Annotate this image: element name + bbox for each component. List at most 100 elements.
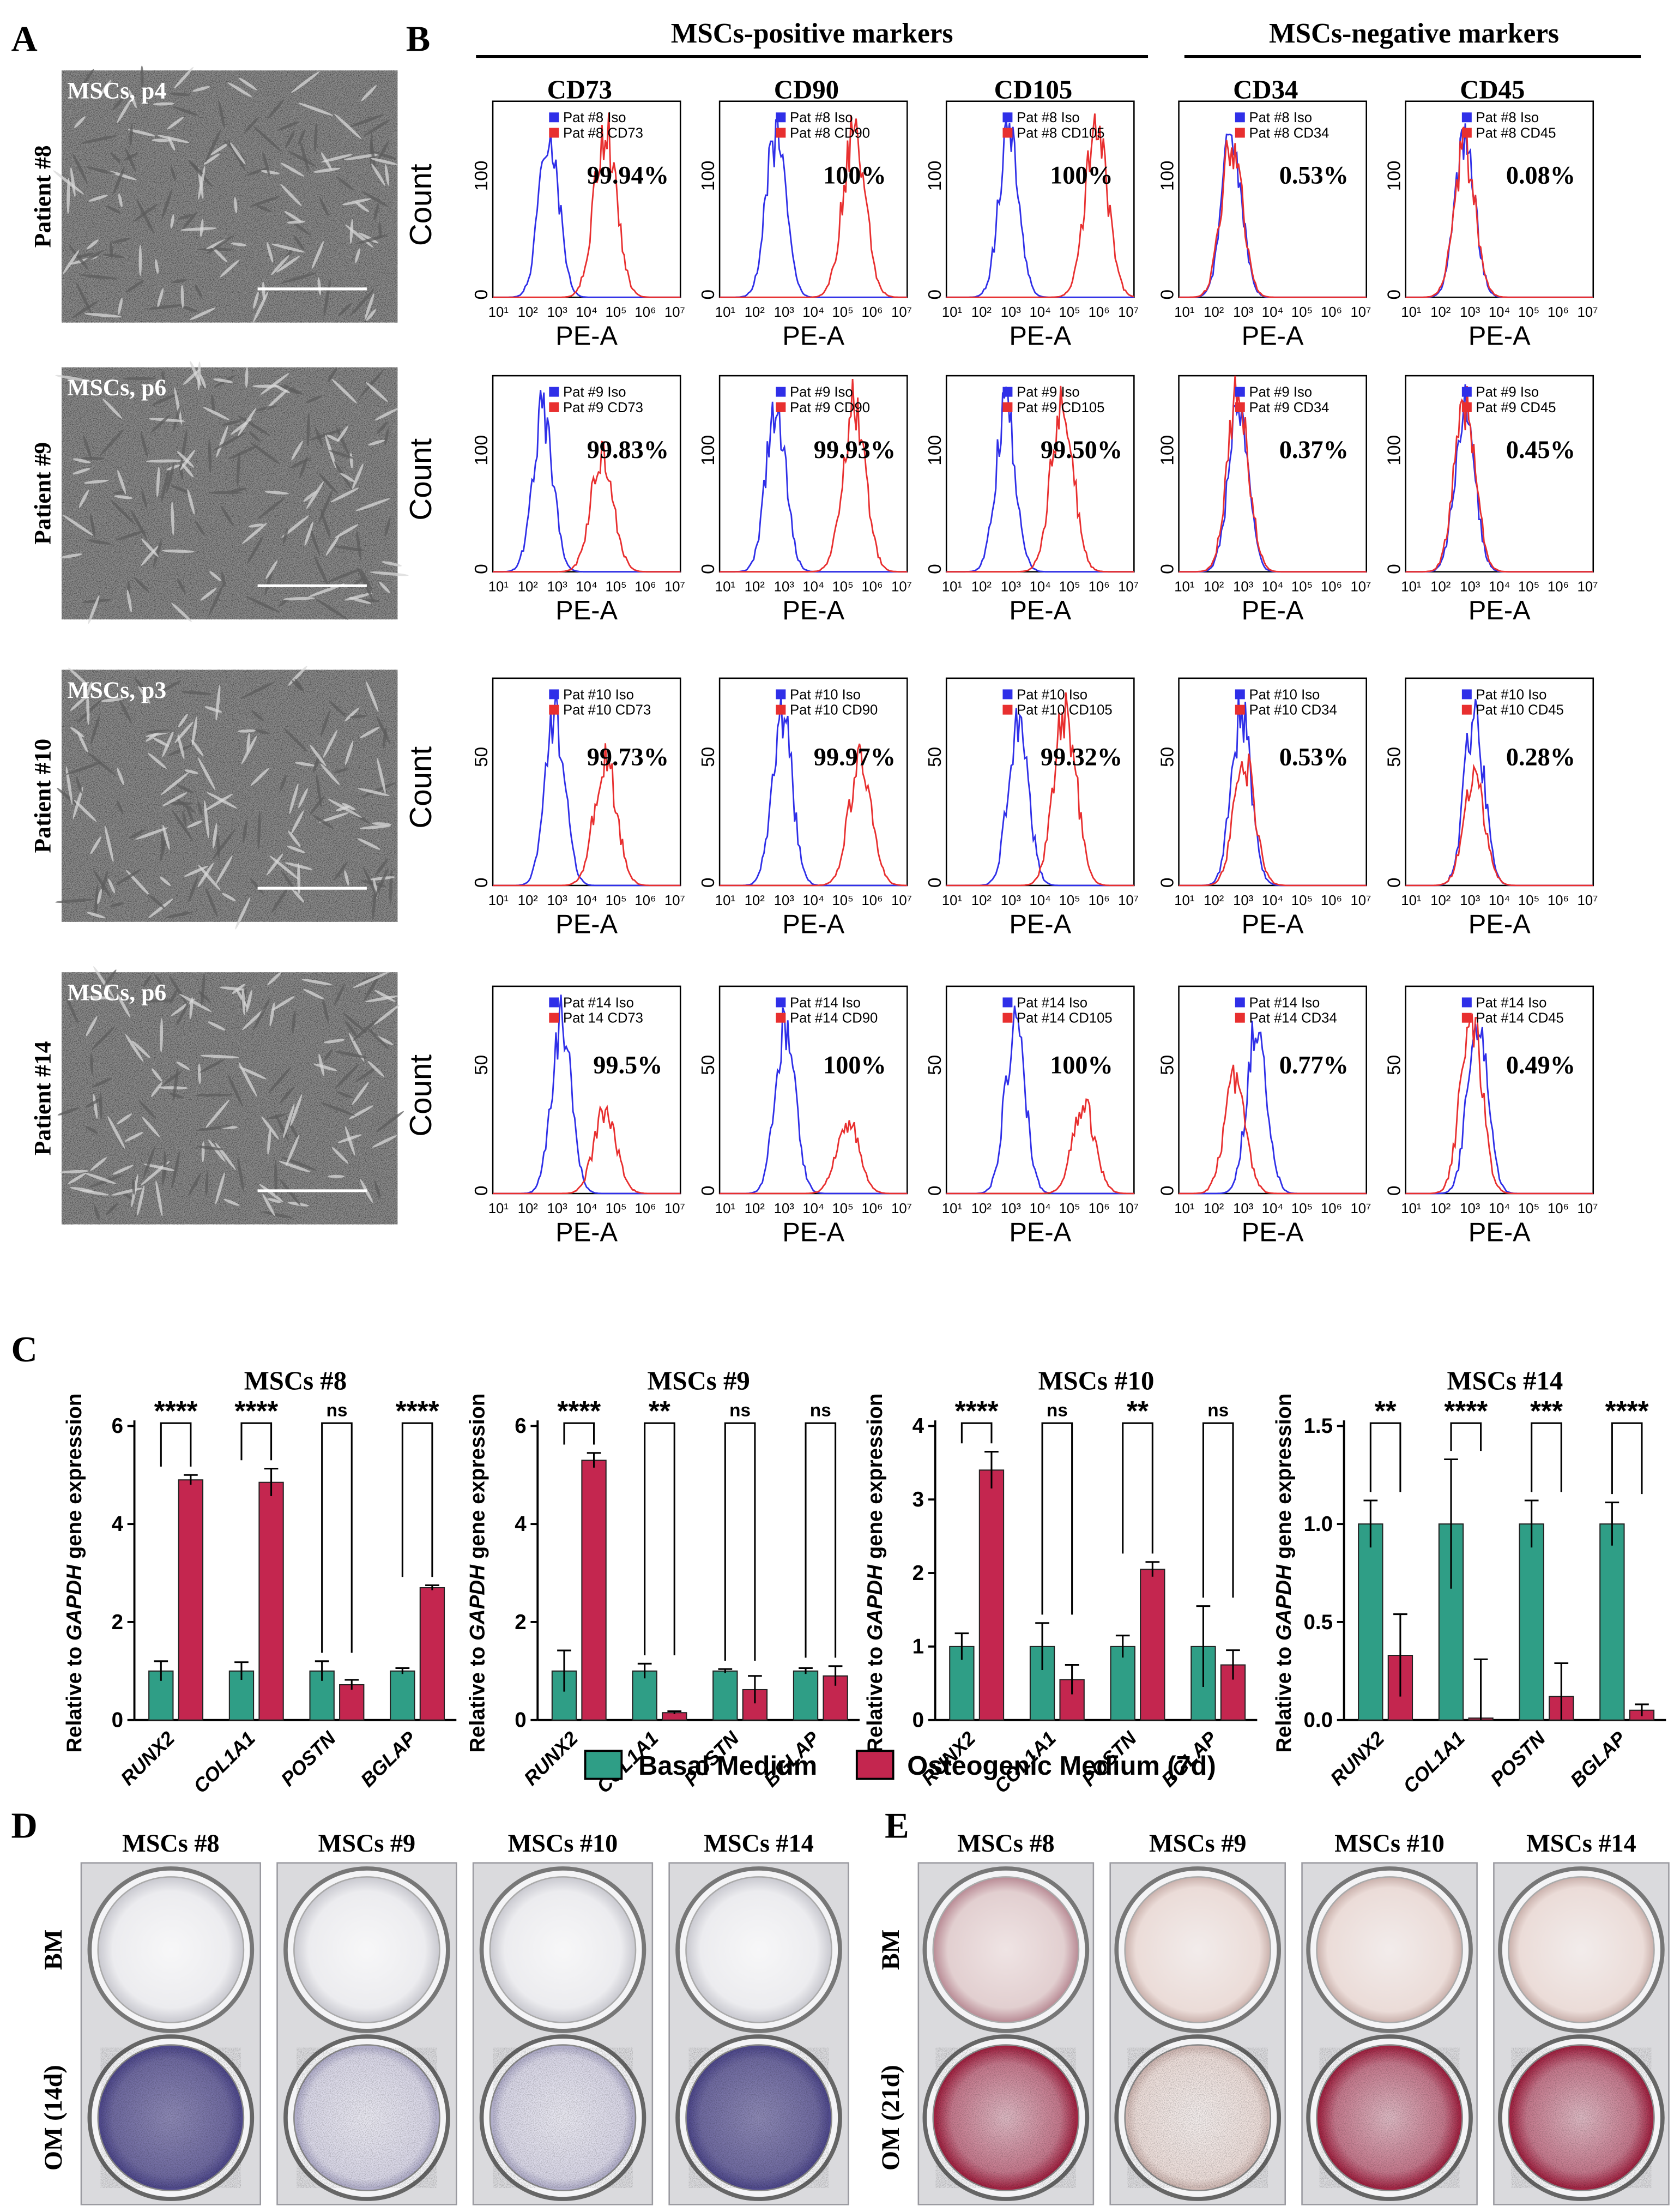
cell [289, 458, 311, 469]
y-tick-1: 50 [698, 747, 718, 767]
cell [106, 205, 121, 214]
isotype-histogram [493, 390, 681, 573]
isotype-histogram [720, 118, 908, 298]
cell [200, 374, 206, 388]
cell [333, 861, 348, 881]
cell [356, 530, 362, 561]
histogram-row3-cd90: 0 50 10¹ 10² 10³ 10⁴ 10⁵ 10⁶ 10⁷ PE-A Pat #10 IsoP… [698, 677, 912, 939]
x-tick: 10² [745, 1201, 765, 1216]
significance-label: ** [1375, 1395, 1397, 1426]
x-tick: 10⁵ [1059, 893, 1080, 908]
legend-iso-label: Pat #9 Iso [1249, 385, 1312, 400]
x-tick: 10⁶ [862, 305, 883, 320]
isotype-histogram [946, 1005, 1134, 1195]
bar-basal [712, 1670, 738, 1721]
cell [264, 565, 274, 595]
x-axis-label: PE-A [555, 322, 618, 351]
cell [162, 824, 170, 850]
legend-iso-label: Pat #14 Iso [790, 995, 861, 1010]
positive-markers-header: MSCs-positive markers [671, 18, 953, 49]
x-tick: 10⁶ [634, 893, 656, 908]
cell [294, 678, 304, 692]
cell [318, 473, 339, 495]
cell [192, 86, 210, 92]
cell [171, 1151, 180, 1189]
cell [208, 1139, 226, 1162]
significance-bracket [160, 1422, 192, 1467]
percent-positive: 0.08% [1506, 161, 1575, 189]
x-tick: 10² [971, 1201, 992, 1216]
y-axis-label: Relative to GAPDH gene expression [63, 1393, 86, 1752]
cell [246, 168, 267, 176]
cell [88, 195, 108, 202]
significance-bracket [1122, 1422, 1153, 1554]
bar-basal [632, 1670, 657, 1721]
isotype-histogram [720, 401, 908, 573]
marker-header-cd45: CD45 [1460, 75, 1525, 105]
histogram-row2-cd90: 0 100 10¹ 10² 10³ 10⁴ 10⁵ 10⁶ 10⁷ PE-A Pat #9 IsoP… [698, 375, 912, 625]
cell [132, 1179, 136, 1195]
x-tick: 10³ [547, 893, 568, 908]
cell [148, 304, 184, 310]
bar-chart-1: MSCs #8 Relative to GAPDH gene expression… [63, 1366, 457, 1798]
cell [146, 730, 176, 733]
significance-bracket [960, 1422, 993, 1444]
y-tick-0: 0 [925, 1186, 945, 1196]
x-tick: 10³ [1233, 580, 1254, 595]
cell [344, 870, 349, 886]
cell [189, 308, 216, 320]
cell [55, 375, 92, 382]
x-axis-label: PE-A [1469, 1217, 1531, 1247]
cell [355, 1065, 379, 1082]
x-axis-label: PE-A [1009, 322, 1071, 351]
cell [148, 752, 167, 769]
cell [331, 1147, 349, 1164]
y-tick-0: 0 [1157, 1186, 1177, 1196]
passage-label: MSCs, p4 [67, 78, 166, 104]
panel-e-ars-staining: MSCs #8 MSCs #9 MSCs #10 MSCs #14 BM OM (21d) [877, 1829, 1670, 2205]
y-label-suffix: gene expression [863, 1393, 887, 1565]
cell [129, 124, 133, 146]
patient-label: Patient #10 [29, 739, 56, 853]
cell [93, 870, 112, 899]
histogram-row2-cd73: 0 100 10¹ 10² 10³ 10⁴ 10⁵ 10⁶ 10⁷ PE-A Pat #9 IsoP… [472, 375, 685, 625]
chart-title: MSCs #8 [244, 1366, 347, 1396]
cell [104, 825, 114, 863]
cell [171, 602, 192, 622]
cell [195, 1093, 233, 1097]
stained-histogram [1179, 376, 1367, 573]
cell [267, 853, 283, 876]
x-tick: 10⁵ [605, 1201, 626, 1216]
cell [131, 1040, 151, 1058]
cell [304, 521, 313, 546]
cell [112, 1165, 134, 1175]
cell [262, 281, 265, 300]
legend-iso-swatch [549, 387, 559, 397]
cell [94, 1204, 100, 1221]
significance-label: **** [154, 1395, 198, 1426]
cell [231, 242, 247, 246]
cell [86, 166, 116, 174]
cell [218, 100, 225, 129]
stained-histogram [1179, 754, 1367, 887]
well-column-4 [1493, 1862, 1670, 2205]
cell [237, 1158, 244, 1192]
y-tick-0: 0 [472, 290, 492, 300]
cell [162, 680, 181, 691]
bar-osteogenic [258, 1481, 284, 1721]
legend-iso-swatch [776, 387, 786, 397]
percent-positive: 99.94% [587, 161, 669, 189]
x-tick: 10¹ [1401, 893, 1421, 908]
cell [286, 1135, 300, 1166]
cell [191, 716, 198, 745]
isotype-histogram [1179, 133, 1367, 298]
cell [72, 468, 90, 475]
x-tick: 10⁷ [664, 580, 685, 595]
category-label: COL1A1 [189, 1727, 259, 1797]
histogram-row3-cd105: 0 50 10¹ 10² 10³ 10⁴ 10⁵ 10⁶ 10⁷ PE-A Pat #10 IsoP… [925, 677, 1139, 939]
cell [117, 768, 124, 786]
cell [337, 426, 348, 442]
cell [238, 77, 257, 91]
y-axis-label: Count [403, 164, 438, 246]
cell [171, 795, 196, 813]
